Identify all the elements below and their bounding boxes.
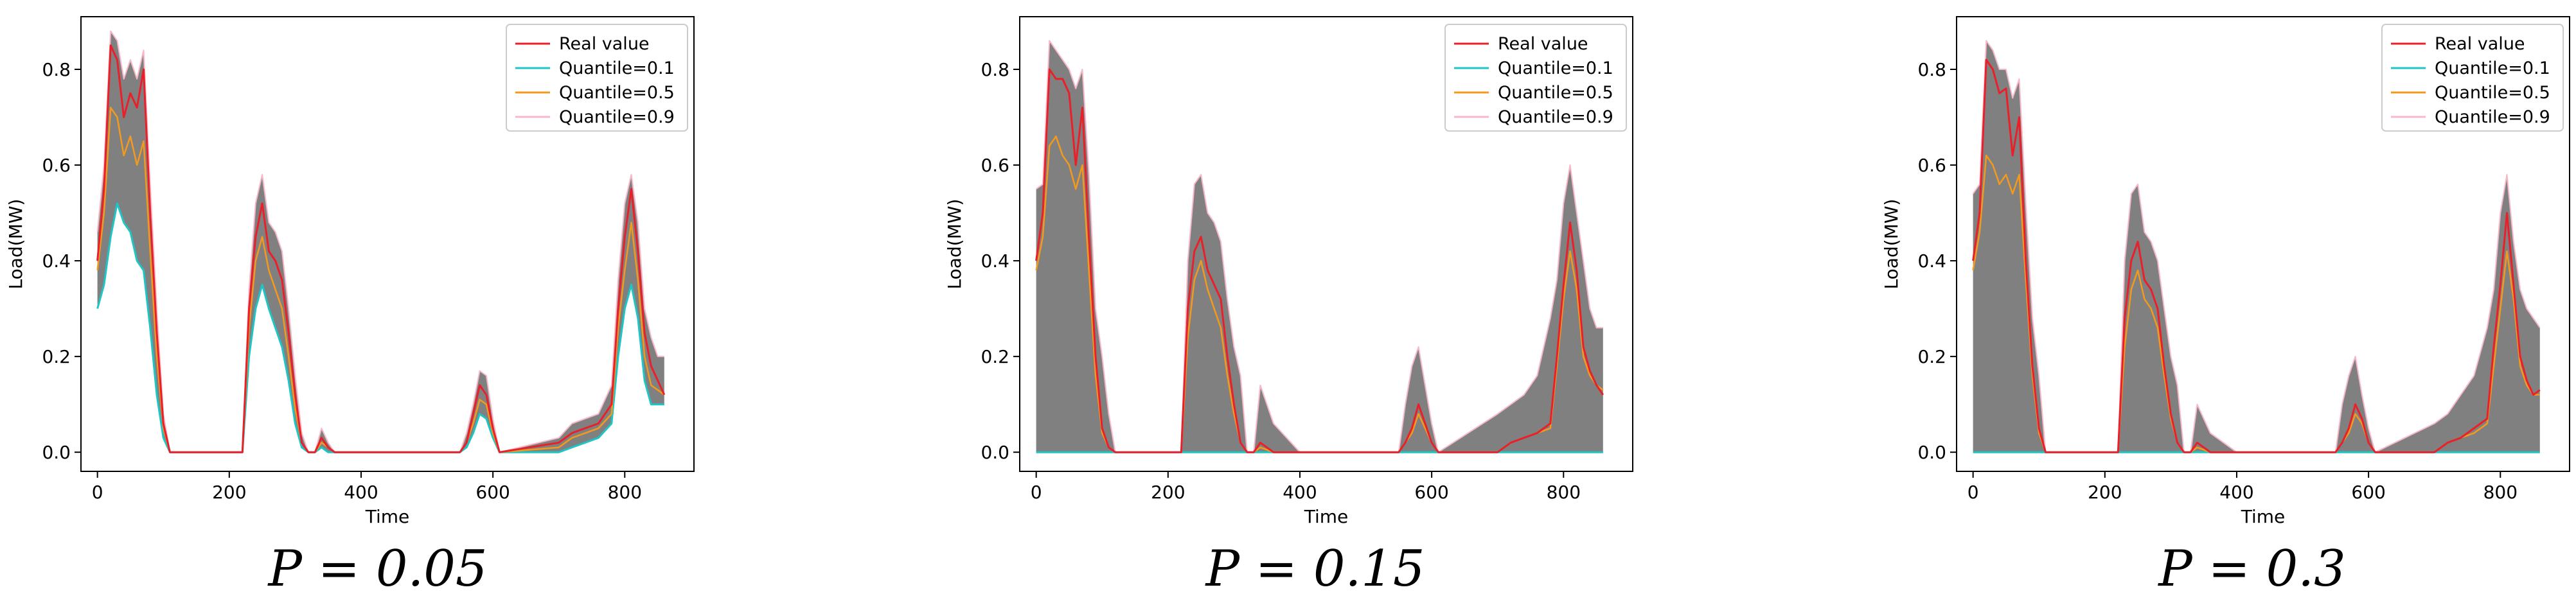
- legend-label: Real value: [2435, 34, 2525, 54]
- legend-label: Real value: [1498, 34, 1588, 54]
- quantile-0.1-line: [96, 202, 664, 453]
- y-tick-label: 0.6: [42, 155, 71, 176]
- real-value-line: [1035, 68, 1604, 453]
- chart-panel: 0 200 400 600 800 0.0 0.2 0.4 0.6 0.8 Time Load(MW)…: [5, 16, 695, 598]
- y-axis-label: Load(MW): [5, 199, 26, 290]
- legend-label: Quantile=0.1: [1498, 58, 1613, 78]
- x-tick-label: 400: [2219, 482, 2253, 503]
- plot-area: [96, 30, 666, 453]
- quantile-band: [1973, 40, 2540, 453]
- y-tick-label: 0.2: [42, 346, 71, 367]
- panel-caption: P = 0.3: [2157, 540, 2345, 598]
- x-tick-label: 400: [344, 482, 378, 503]
- axes-frame: [80, 16, 695, 472]
- chart-panel: 0 200 400 600 800 0.0 0.2 0.4 0.6 0.8 Time Load(MW)…: [1881, 16, 2570, 598]
- x-tick-label: 200: [212, 482, 246, 503]
- legend-label: Quantile=0.1: [559, 58, 675, 78]
- legend-label: Quantile=0.5: [2435, 83, 2550, 103]
- x-tick-label: 800: [1547, 482, 1581, 503]
- x-tick-label: 800: [608, 482, 642, 503]
- legend: Real value Quantile=0.1 Quantile=0.5 Quanti…: [1444, 24, 1627, 132]
- quantile-band: [1036, 40, 1603, 453]
- chart-panel: 0 200 400 600 800 0.0 0.2 0.4 0.6 0.8 Time Load(MW)…: [944, 16, 1633, 598]
- plot-area: [1972, 40, 2541, 453]
- axes-frame: [1956, 16, 2570, 472]
- panel-caption: P = 0.15: [1204, 540, 1425, 598]
- x-axis-label: Time: [365, 506, 410, 527]
- y-tick-label: 0.0: [42, 442, 71, 463]
- y-tick-label: 0.6: [981, 155, 1009, 176]
- x-tick-label: 800: [2483, 482, 2518, 503]
- y-axis-label: Load(MW): [1881, 199, 1902, 290]
- legend-box: [1444, 24, 1627, 132]
- y-tick-label: 0.0: [1917, 442, 1946, 463]
- legend-label: Quantile=0.1: [2435, 58, 2550, 78]
- y-tick-label: 0.0: [981, 442, 1009, 463]
- panel-caption: P = 0.05: [267, 540, 487, 598]
- legend: Real value Quantile=0.1 Quantile=0.5 Quanti…: [506, 24, 688, 132]
- y-tick-label: 0.4: [42, 250, 71, 272]
- legend-label: Quantile=0.5: [1498, 83, 1613, 103]
- legend-box: [2381, 24, 2564, 132]
- x-tick-label: 200: [1151, 482, 1185, 503]
- y-tick-label: 0.4: [1917, 250, 1946, 272]
- y-tick-label: 0.2: [1917, 346, 1946, 367]
- y-tick-label: 0.6: [1917, 155, 1946, 176]
- y-axis-label: Load(MW): [944, 199, 965, 290]
- y-tick-label: 0.8: [981, 59, 1009, 80]
- plot-area: [1035, 40, 1604, 453]
- x-tick-label: 600: [2351, 482, 2385, 503]
- legend: Real value Quantile=0.1 Quantile=0.5 Quanti…: [2381, 24, 2564, 132]
- x-axis-label: Time: [1304, 506, 1349, 527]
- x-tick-label: 400: [1283, 482, 1317, 503]
- x-tick-label: 600: [475, 482, 510, 503]
- real-value-line: [96, 44, 666, 453]
- legend-label: Quantile=0.9: [1498, 107, 1613, 127]
- y-tick-label: 0.4: [981, 250, 1009, 272]
- legend-box: [506, 24, 688, 132]
- x-tick-label: 0: [1968, 482, 1979, 503]
- x-axis-label: Time: [2241, 506, 2286, 527]
- legend-label: Quantile=0.9: [2435, 107, 2550, 127]
- legend-label: Quantile=0.9: [559, 107, 675, 127]
- x-tick-label: 0: [92, 482, 103, 503]
- legend-label: Real value: [559, 34, 650, 54]
- quantile-0.9-line: [96, 30, 664, 453]
- quantile-0.5-line: [96, 107, 665, 453]
- real-value-line: [1972, 58, 2541, 453]
- x-tick-label: 600: [1414, 482, 1448, 503]
- x-tick-label: 200: [2088, 482, 2122, 503]
- x-tick-label: 0: [1031, 482, 1042, 503]
- axes-frame: [1019, 16, 1633, 472]
- y-tick-label: 0.8: [42, 59, 71, 80]
- y-tick-label: 0.2: [981, 346, 1009, 367]
- legend-label: Quantile=0.5: [559, 83, 675, 103]
- y-tick-label: 0.8: [1917, 59, 1946, 80]
